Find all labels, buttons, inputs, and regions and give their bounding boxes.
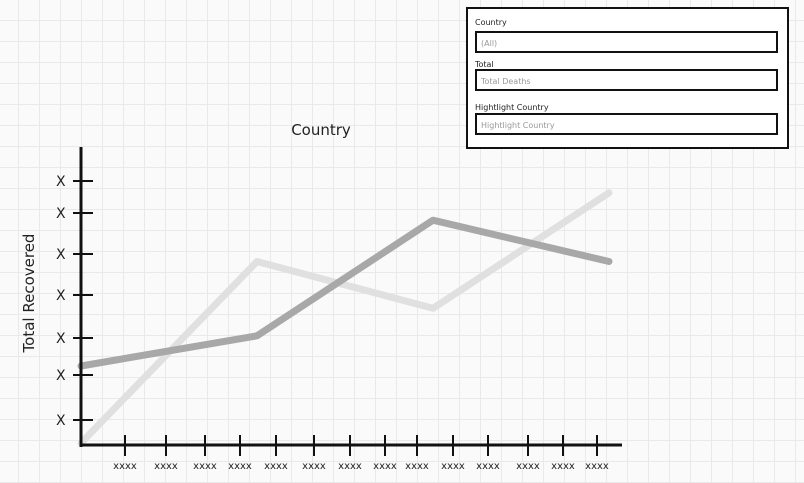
x-tick-label: xxxx bbox=[551, 461, 575, 472]
country-filter-select[interactable]: (All) bbox=[475, 31, 778, 53]
y-tick-label: X bbox=[56, 413, 66, 429]
highlight-country-input[interactable]: Hightlight Country bbox=[475, 113, 778, 135]
y-tick-label: X bbox=[56, 206, 66, 222]
filter-panel: Country (All) Total Total Deaths Hightli… bbox=[466, 7, 789, 149]
x-tick-label: xxxx bbox=[338, 461, 362, 472]
y-tick-label: X bbox=[56, 247, 66, 263]
y-tick-label: X bbox=[56, 368, 66, 384]
y-axis-label: Total Recovered bbox=[20, 234, 38, 354]
total-filter-select[interactable]: Total Deaths bbox=[475, 69, 778, 91]
x-tick-label: xxxx bbox=[441, 461, 465, 472]
series-line-1 bbox=[77, 189, 613, 447]
total-filter-label: Total bbox=[475, 60, 494, 69]
y-tick-label: X bbox=[56, 174, 66, 190]
y-tick-label: X bbox=[56, 331, 66, 347]
x-tick-label: xxxx bbox=[516, 461, 540, 472]
series-line-2 bbox=[77, 216, 613, 370]
x-tick-label: xxxx bbox=[154, 461, 178, 472]
series-layer bbox=[77, 189, 613, 447]
country-filter-label: Country bbox=[475, 18, 507, 27]
y-tick-label: X bbox=[56, 288, 66, 304]
x-tick-label: xxxx bbox=[113, 461, 137, 472]
x-tick-label: xxxx bbox=[228, 461, 252, 472]
x-tick-label: xxxx bbox=[476, 461, 500, 472]
x-tick-label: xxxx bbox=[585, 461, 609, 472]
x-tick-label: xxxx bbox=[193, 461, 217, 472]
x-ticks: xxxx xxxx xxxx xxxx xxxx xxxx xxxx xxxx xxxx xxxx… bbox=[113, 435, 609, 472]
x-tick-label: xxxx bbox=[264, 461, 288, 472]
x-tick-label: xxxx bbox=[405, 461, 429, 472]
x-tick-label: xxxx bbox=[373, 461, 397, 472]
chart-title: Country bbox=[291, 121, 351, 139]
x-tick-label: xxxx bbox=[302, 461, 326, 472]
highlight-country-label: Hightlight Country bbox=[475, 103, 549, 112]
